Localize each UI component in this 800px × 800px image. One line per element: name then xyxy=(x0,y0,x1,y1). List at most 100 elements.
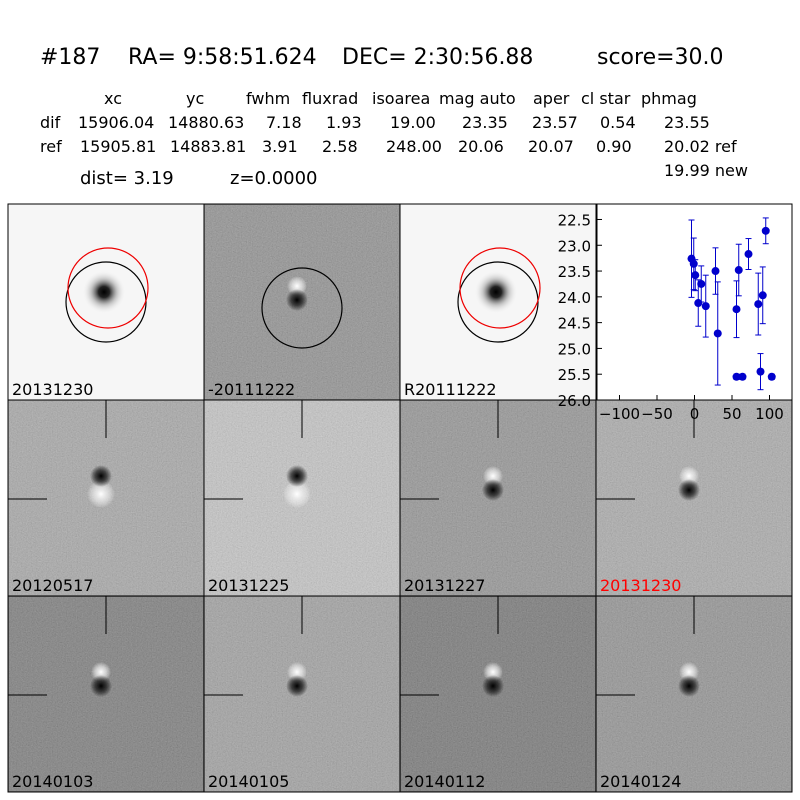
dipole-neg xyxy=(286,465,308,487)
stamp-label: 20140103 xyxy=(12,772,93,791)
column-header: mag auto xyxy=(439,89,516,108)
table-cell: 20.06 xyxy=(458,137,504,156)
point xyxy=(744,250,753,259)
dipole-pos xyxy=(283,480,311,508)
point xyxy=(732,372,741,381)
dipole-neg xyxy=(678,675,700,697)
column-header: cl star xyxy=(581,89,631,108)
table-cell: 15906.04 xyxy=(78,113,154,132)
point xyxy=(767,372,776,381)
y-tick-label: 23.0 xyxy=(558,237,591,255)
column-header: aper xyxy=(533,89,570,108)
stamp-label: 20131227 xyxy=(404,576,485,595)
x-tick-label: −50 xyxy=(641,405,673,423)
point xyxy=(734,266,743,275)
table-cell: 248.00 xyxy=(386,137,442,156)
table-cell: 2.58 xyxy=(322,137,358,156)
table-cell: 20.07 xyxy=(528,137,574,156)
column-header: fwhm xyxy=(246,89,290,108)
aperture xyxy=(261,267,343,349)
dist: dist= 3.19 xyxy=(80,168,174,189)
y-tick-label: 24.0 xyxy=(558,289,591,307)
table-cell: 23.55 xyxy=(664,113,710,132)
x-tick-label: −100 xyxy=(599,405,640,423)
stamp-label: 20120517 xyxy=(12,576,93,595)
point xyxy=(756,367,765,376)
column-header: phmag xyxy=(641,89,697,108)
dipole-pos xyxy=(87,480,115,508)
header: #187 RA= 9:58:51.624 DEC= 2:30:56.88 sco… xyxy=(40,45,724,70)
dipole-neg xyxy=(90,465,112,487)
table-cell: 23.57 xyxy=(532,113,578,132)
column-header: xc xyxy=(104,89,122,108)
stamps: 20131230 -20111222 R20111222 20120517 201312… xyxy=(7,203,793,793)
point xyxy=(758,291,767,300)
table-cell: 1.93 xyxy=(326,113,362,132)
candidate-id: #187 xyxy=(40,45,100,70)
aperture-ref xyxy=(67,247,149,329)
stamp-label: R20111222 xyxy=(404,380,497,399)
stamp-label: 20131230 xyxy=(12,380,93,399)
stamp-label: 20131225 xyxy=(208,576,289,595)
score: score=30.0 xyxy=(597,45,724,70)
point xyxy=(701,302,710,311)
point xyxy=(754,300,763,309)
table-cell: 15905.81 xyxy=(80,137,156,156)
distance: dist= 3.19 z=0.0000 xyxy=(80,168,318,189)
y-tick-label: 25.0 xyxy=(558,340,591,358)
y-tick-label: 26.0 xyxy=(558,392,591,410)
table-cell: 19.00 xyxy=(390,113,436,132)
stamp-label: -20111222 xyxy=(208,380,295,399)
light-curve: 22.5 23.0 23.5 24.0 24.5 25.0 25.5 26.0 −100 −50 0… xyxy=(558,203,793,423)
stamp-label: 20131230 xyxy=(600,576,681,595)
redshift: z=0.0000 xyxy=(230,168,318,189)
point xyxy=(691,271,700,280)
point xyxy=(697,279,706,288)
stamp-label: 20140112 xyxy=(404,772,485,791)
y-tick-label: 24.5 xyxy=(558,315,591,333)
dipole-neg xyxy=(90,675,112,697)
point xyxy=(761,226,770,235)
star xyxy=(82,270,126,314)
point xyxy=(689,259,698,268)
dipole-neg xyxy=(482,675,504,697)
x-tick-label: 50 xyxy=(722,405,741,423)
point xyxy=(732,305,741,314)
dipole-neg xyxy=(678,479,700,501)
dipole-neg xyxy=(286,289,308,311)
table-cell: 7.18 xyxy=(266,113,302,132)
y-tick-label: 23.5 xyxy=(558,263,591,281)
table-cell: 0.54 xyxy=(600,113,636,132)
column-header: yc xyxy=(186,89,204,108)
dipole-neg xyxy=(286,675,308,697)
table-cell: dif xyxy=(40,113,61,132)
table-cell: 14883.81 xyxy=(170,137,246,156)
table-cell: 20.02 ref xyxy=(664,137,737,156)
dipole-neg xyxy=(482,479,504,501)
point xyxy=(711,267,720,276)
y-tick-label: 25.5 xyxy=(558,366,591,384)
y-tick-label: 22.5 xyxy=(558,211,591,229)
table-cell: ref xyxy=(40,137,62,156)
aperture-ref xyxy=(459,247,541,329)
dec: DEC= 2:30:56.88 xyxy=(342,45,533,70)
table-cell: 14880.63 xyxy=(168,113,244,132)
x-tick-label: 100 xyxy=(755,405,784,423)
table-cell: 23.35 xyxy=(462,113,508,132)
point xyxy=(713,329,722,338)
point xyxy=(738,372,747,381)
star xyxy=(474,270,518,314)
column-header: fluxrad xyxy=(302,89,358,108)
table-cell: 0.90 xyxy=(596,137,632,156)
x-tick-label: 0 xyxy=(690,405,700,423)
table: xc yc fwhm fluxrad isoarea mag auto aper cl sta… xyxy=(40,89,748,180)
point xyxy=(694,299,703,308)
stamp-label: 20140124 xyxy=(600,772,681,791)
table-extra: 19.99 new xyxy=(664,161,748,180)
table-cell: 3.91 xyxy=(262,137,298,156)
stamp-label: 20140105 xyxy=(208,772,289,791)
column-header: isoarea xyxy=(372,89,430,108)
ra: RA= 9:58:51.624 xyxy=(128,45,317,70)
